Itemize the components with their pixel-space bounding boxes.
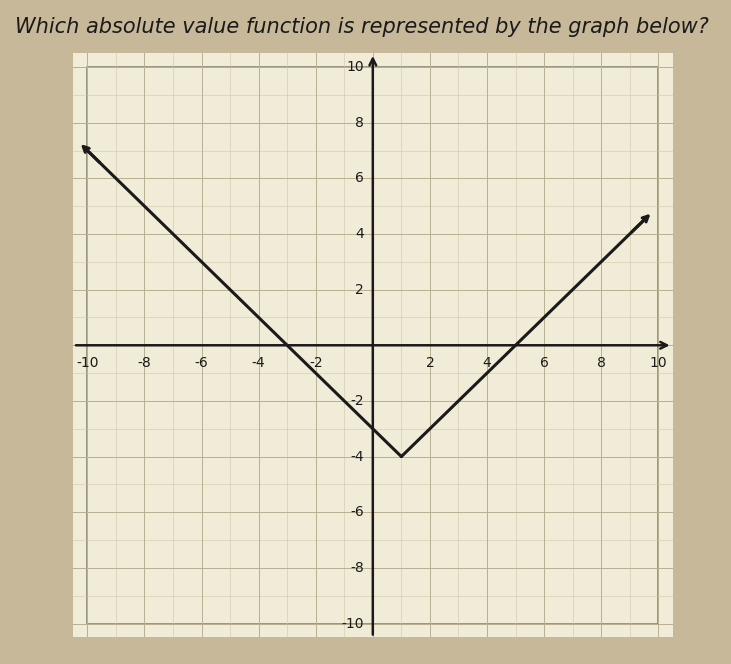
Text: 10: 10 <box>649 357 667 371</box>
Text: Which absolute value function is represented by the graph below?: Which absolute value function is represe… <box>15 17 708 37</box>
Text: -10: -10 <box>76 357 99 371</box>
Text: 2: 2 <box>425 357 434 371</box>
Text: -4: -4 <box>351 450 364 463</box>
Text: 10: 10 <box>346 60 364 74</box>
Text: 4: 4 <box>355 227 364 241</box>
Text: -4: -4 <box>251 357 265 371</box>
Text: -8: -8 <box>350 561 364 575</box>
Text: 8: 8 <box>355 116 364 129</box>
Text: 8: 8 <box>596 357 605 371</box>
Text: -10: -10 <box>342 617 364 631</box>
Text: -6: -6 <box>350 505 364 519</box>
Text: 4: 4 <box>482 357 491 371</box>
Text: -8: -8 <box>137 357 151 371</box>
Text: -6: -6 <box>194 357 208 371</box>
Text: -2: -2 <box>309 357 322 371</box>
Text: -2: -2 <box>351 394 364 408</box>
Text: 6: 6 <box>539 357 548 371</box>
Text: 6: 6 <box>355 171 364 185</box>
Text: 2: 2 <box>355 283 364 297</box>
